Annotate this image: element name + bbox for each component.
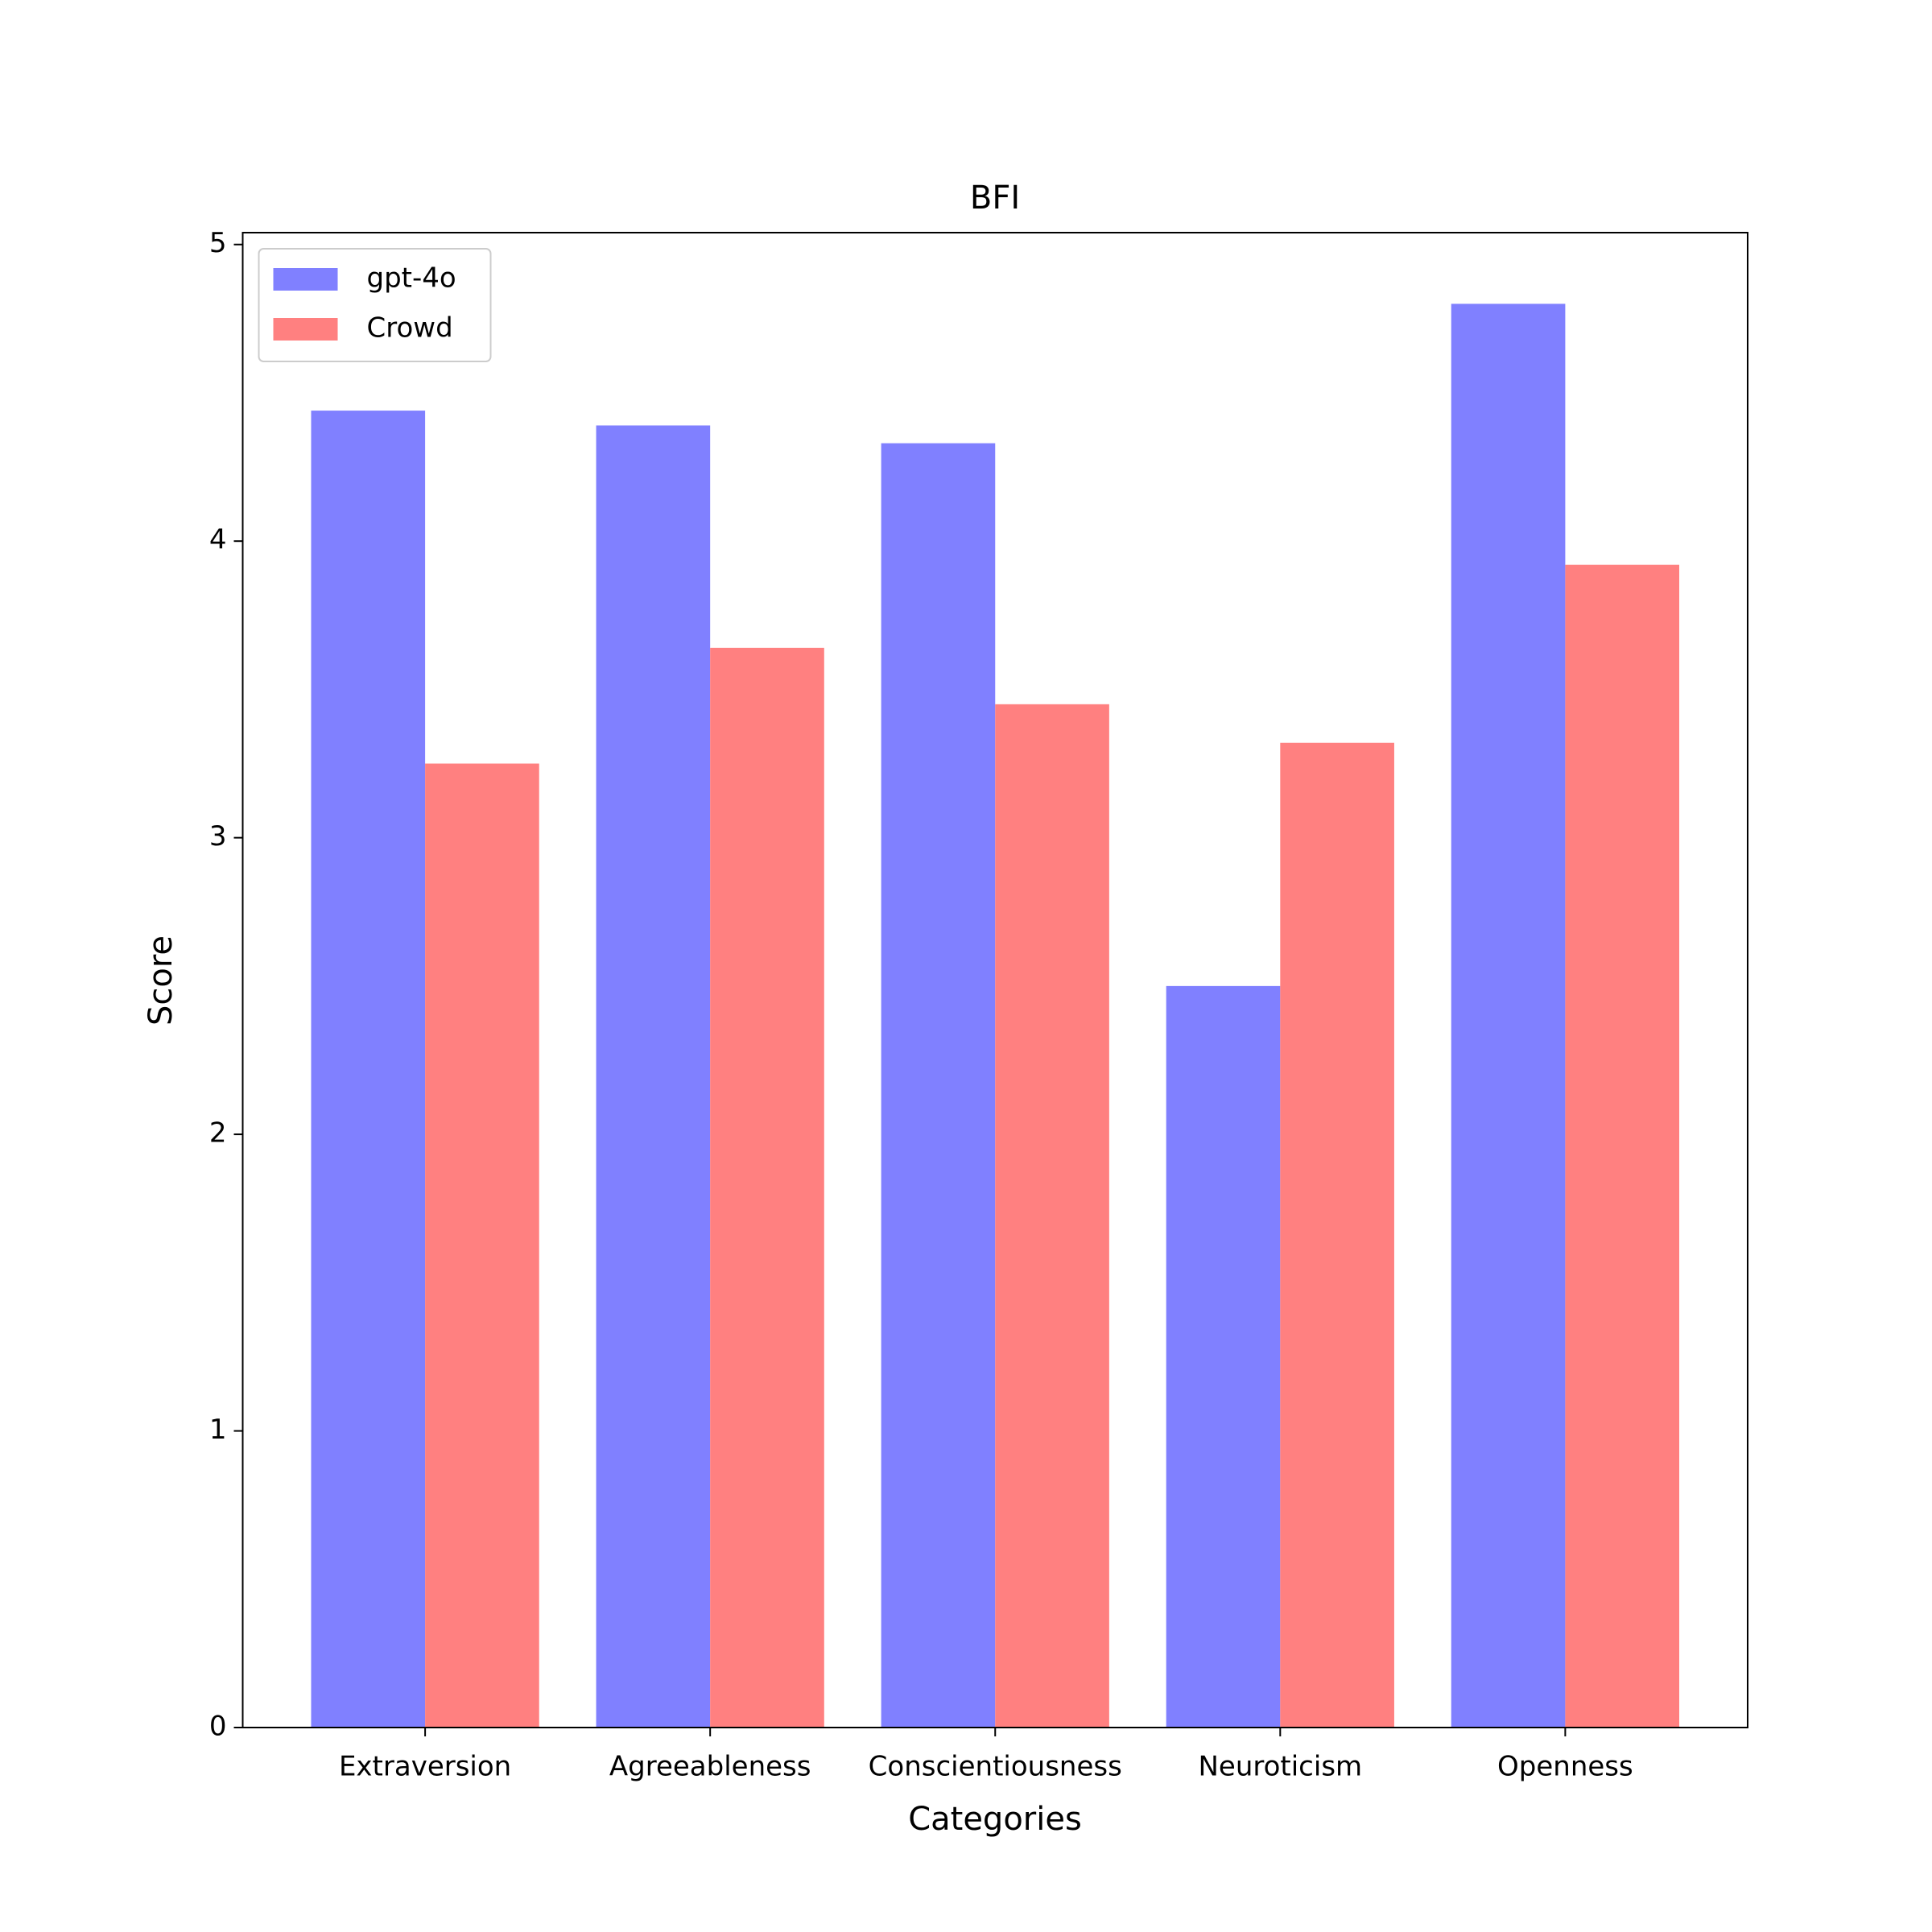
bar (1565, 564, 1680, 1728)
x-axis-label: Categories (908, 1801, 1082, 1838)
bar (425, 763, 539, 1728)
bar (1280, 742, 1394, 1728)
x-tick-label: Openness (1497, 1751, 1633, 1783)
legend-swatch (273, 318, 338, 341)
y-tick-label: 3 (209, 820, 227, 852)
chart-title: BFI (970, 180, 1020, 217)
y-tick-label: 4 (209, 524, 227, 556)
y-tick-label: 1 (209, 1414, 227, 1446)
legend-label: Crowd (367, 312, 453, 345)
bar (1166, 985, 1281, 1728)
y-tick-label: 5 (209, 227, 227, 259)
y-axis-label: Score (142, 935, 180, 1026)
x-tick-label: Neuroticism (1198, 1751, 1362, 1783)
x-tick-label: Extraversion (339, 1751, 511, 1783)
bar (710, 647, 824, 1728)
legend-swatch (273, 268, 338, 291)
y-tick-label: 0 (209, 1711, 227, 1743)
bar (995, 704, 1109, 1728)
bar (311, 411, 426, 1728)
y-tick-label: 2 (209, 1117, 227, 1150)
x-tick-label: Conscientiousness (869, 1751, 1122, 1783)
bar (596, 425, 711, 1728)
bar (881, 443, 996, 1728)
x-tick-label: Agreeableness (609, 1751, 811, 1783)
bar (1451, 303, 1566, 1728)
legend-label: gpt-4o (367, 262, 456, 295)
plot-frame (242, 232, 1748, 1728)
